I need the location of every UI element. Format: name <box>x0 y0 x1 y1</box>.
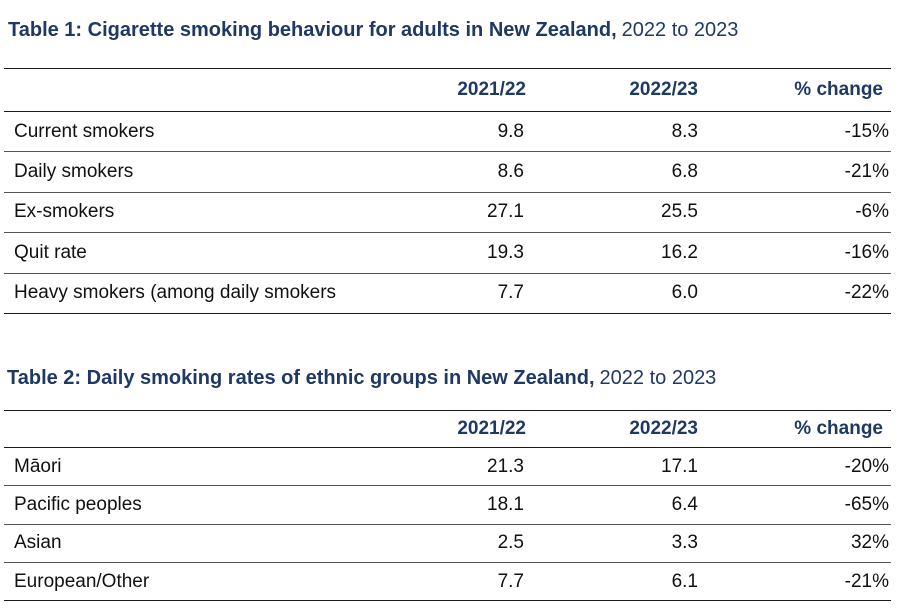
table-row: Pacific peoples 18.1 6.4 -65% <box>4 485 891 525</box>
value-2021-22: 19.3 <box>404 232 526 274</box>
table-1-header-2021-22: 2021/22 <box>404 68 526 112</box>
table-1-header-row: 2021/22 2022/23 % change <box>4 68 891 112</box>
table-1: 2021/22 2022/23 % change Current smokers… <box>4 68 891 314</box>
value-2022-23: 6.8 <box>526 151 706 193</box>
row-label: Daily smokers <box>4 151 404 193</box>
table-2-title-bold: Table 2: Daily smoking rates of ethnic g… <box>7 367 595 389</box>
value-change: -6% <box>706 192 891 234</box>
value-2022-23: 6.0 <box>526 273 706 314</box>
value-change: -15% <box>706 111 891 153</box>
row-label: Asian <box>4 524 404 563</box>
table-2-header-label <box>4 410 404 448</box>
value-2022-23: 3.3 <box>526 524 706 563</box>
table-row: Quit rate 19.3 16.2 -16% <box>4 232 891 274</box>
value-2022-23: 6.1 <box>526 562 706 602</box>
value-2022-23: 8.3 <box>526 111 706 153</box>
row-label: Current smokers <box>4 111 404 153</box>
table-1-title: Table 1: Cigarette smoking behaviour for… <box>8 18 738 42</box>
table-row: Ex-smokers 27.1 25.5 -6% <box>4 192 891 234</box>
table-row: Daily smokers 8.6 6.8 -21% <box>4 151 891 193</box>
table-1-header-change: % change <box>706 68 891 112</box>
value-2022-23: 25.5 <box>526 192 706 234</box>
value-2021-22: 2.5 <box>404 524 526 563</box>
table-2-header-row: 2021/22 2022/23 % change <box>4 410 891 448</box>
table-2: 2021/22 2022/23 % change Māori 21.3 17.1… <box>4 410 891 602</box>
table-1-header-label <box>4 68 404 112</box>
table-1-title-bold: Table 1: Cigarette smoking behaviour for… <box>8 19 617 41</box>
table-2-title: Table 2: Daily smoking rates of ethnic g… <box>7 366 716 390</box>
value-2021-22: 18.1 <box>404 485 526 525</box>
value-change: -16% <box>706 232 891 274</box>
table-row: Māori 21.3 17.1 -20% <box>4 447 891 487</box>
value-change: 32% <box>706 524 891 563</box>
value-2022-23: 16.2 <box>526 232 706 274</box>
row-label: Ex-smokers <box>4 192 404 234</box>
value-change: -20% <box>706 447 891 487</box>
value-2021-22: 8.6 <box>404 151 526 193</box>
row-label: Heavy smokers (among daily smokers <box>4 273 404 314</box>
value-2022-23: 6.4 <box>526 485 706 525</box>
value-2021-22: 7.7 <box>404 562 526 602</box>
row-label: Pacific peoples <box>4 485 404 525</box>
value-change: -22% <box>706 273 891 314</box>
table-row: Current smokers 9.8 8.3 -15% <box>4 111 891 153</box>
value-change: -65% <box>706 485 891 525</box>
table-2-title-years: 2022 to 2023 <box>599 367 717 389</box>
table-1-header-2022-23: 2022/23 <box>526 68 706 112</box>
value-2021-22: 21.3 <box>404 447 526 487</box>
table-2-header-2021-22: 2021/22 <box>404 410 526 448</box>
value-change: -21% <box>706 562 891 602</box>
table-row: European/Other 7.7 6.1 -21% <box>4 562 891 602</box>
value-2021-22: 27.1 <box>404 192 526 234</box>
row-label: Māori <box>4 447 404 487</box>
table-2-header-2022-23: 2022/23 <box>526 410 706 448</box>
value-2021-22: 7.7 <box>404 273 526 314</box>
table-2-header-change: % change <box>706 410 891 448</box>
value-change: -21% <box>706 151 891 193</box>
value-2021-22: 9.8 <box>404 111 526 153</box>
table-1-title-years: 2022 to 2023 <box>621 19 739 41</box>
row-label: Quit rate <box>4 232 404 274</box>
value-2022-23: 17.1 <box>526 447 706 487</box>
row-label: European/Other <box>4 562 404 602</box>
table-row: Asian 2.5 3.3 32% <box>4 524 891 563</box>
table-row: Heavy smokers (among daily smokers 7.7 6… <box>4 273 891 314</box>
